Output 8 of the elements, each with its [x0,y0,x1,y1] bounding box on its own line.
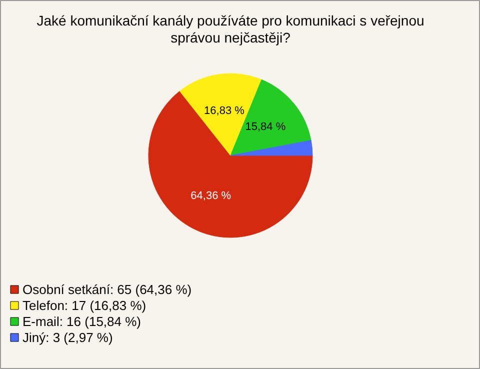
legend-label: Telefon: 17 (16,83 %) [22,298,146,313]
legend-label: Osobní setkání: 65 (64,36 %) [22,282,192,297]
chart-title: Jaké komunikační kanály používáte pro komunikaci s veřejnou správou nejčastěji? [36,12,424,46]
data-label: 15,84 % [245,120,286,133]
data-label: 16,83 % [204,104,245,117]
legend-label: E-mail: 16 (15,84 %) [22,314,141,329]
legend-label: Jiný: 3 (2,97 %) [22,330,113,345]
data-label: 64,36 % [190,190,232,202]
